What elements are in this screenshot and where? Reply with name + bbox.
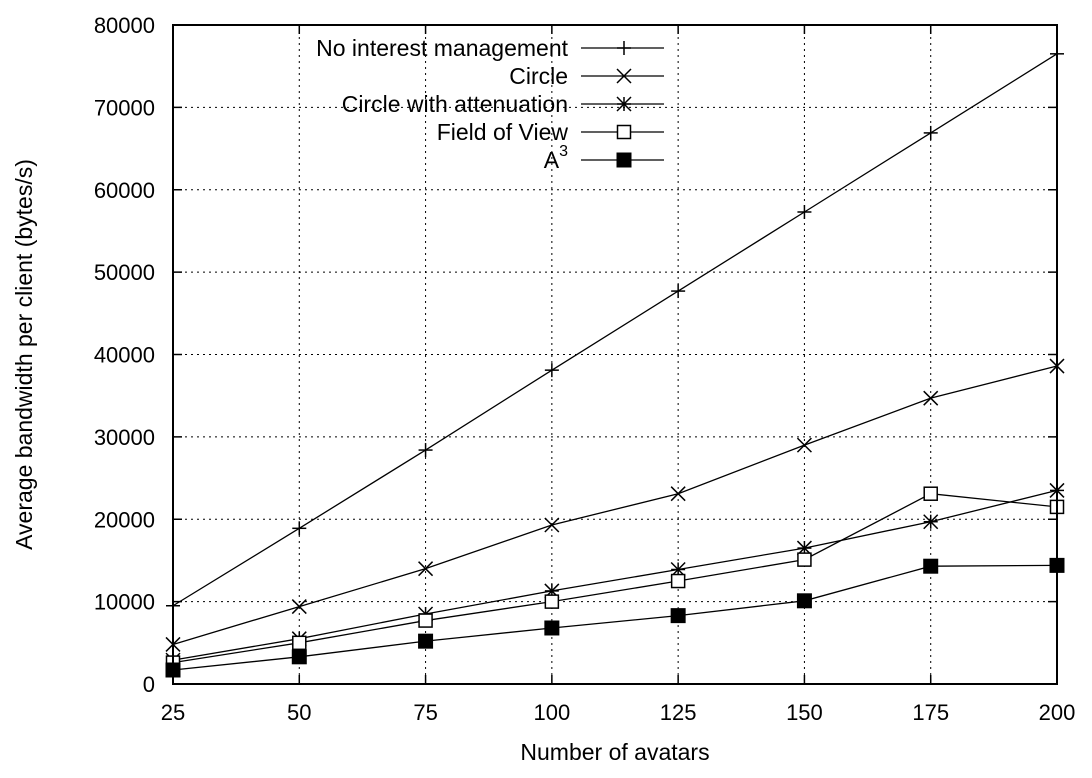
y-tick-label: 60000 (94, 178, 155, 203)
plus-marker (671, 284, 686, 299)
open-square-marker (616, 124, 632, 140)
cross-marker (291, 599, 307, 615)
open-square-marker (292, 635, 307, 651)
legend-entry: No interest management (316, 35, 664, 61)
filled-square-marker (291, 649, 307, 665)
x-tick-label: 50 (287, 700, 311, 725)
y-tick-label: 10000 (94, 590, 155, 615)
cross-marker (923, 390, 939, 406)
filled-square-marker (616, 152, 632, 168)
legend-label-text: No interest management (316, 35, 568, 61)
series-layer (165, 46, 1065, 678)
legend-entry: Field of View (437, 119, 664, 145)
x-tick-label: 175 (912, 700, 949, 725)
series-line (172, 564, 1058, 671)
plus-marker (544, 363, 559, 378)
y-axis-title: Average bandwidth per client (bytes/s) (11, 159, 37, 550)
cross-marker (796, 437, 812, 453)
cross-marker (616, 68, 632, 84)
cross-marker (544, 517, 560, 533)
legend-label-text: Circle (509, 63, 568, 89)
cross-marker (418, 561, 434, 577)
y-tick-label: 30000 (94, 425, 155, 450)
plus-marker (797, 204, 812, 219)
legend-entry: Circle with attenuation (342, 91, 664, 117)
open-square-marker (923, 486, 938, 501)
open-square-marker (544, 594, 560, 609)
legend-entry: Circle (509, 63, 664, 89)
filled-square-marker (418, 633, 434, 649)
legend-label-text: Circle with attenuation (342, 91, 568, 117)
y-tick-label: 50000 (94, 260, 155, 285)
series-1 (165, 358, 1065, 652)
series-line (172, 365, 1058, 646)
x-tick-label: 100 (533, 700, 570, 725)
legend-label: Field of View (437, 119, 569, 145)
x-tick-label: 25 (161, 700, 185, 725)
x-tick-label: 75 (413, 700, 437, 725)
legend-entry: A3 (544, 143, 664, 173)
cross-marker (670, 486, 686, 502)
open-square-marker (418, 613, 433, 628)
filled-square-marker (670, 608, 686, 624)
open-square-marker (670, 573, 686, 589)
series-line (172, 53, 1058, 607)
grid-lines (173, 25, 1057, 684)
plus-marker (292, 521, 307, 536)
legend-label: Circle with attenuation (342, 91, 568, 117)
plot-frame (172, 24, 1058, 685)
open-square-marker (797, 552, 812, 567)
legend-label: Circle (509, 63, 568, 89)
axis-ticks: 25 50 75 100 125 150 175 200 0 10000 20000 30000 400… (94, 13, 1076, 725)
star-marker (923, 514, 939, 530)
filled-square-marker (796, 593, 812, 609)
y-tick-label: 40000 (94, 343, 155, 368)
series-line (172, 493, 1058, 664)
y-tick-label: 20000 (94, 507, 155, 532)
filled-square-marker (923, 558, 939, 574)
legend-label: A3 (544, 143, 568, 173)
filled-square-marker (544, 620, 560, 636)
legend-label: No interest management (316, 35, 568, 61)
y-tick-label: 70000 (94, 95, 155, 120)
x-tick-label: 125 (660, 700, 697, 725)
plus-marker (418, 443, 433, 458)
legend-label-text: A (544, 147, 560, 173)
plus-marker (617, 41, 631, 55)
legend-label-text: Field of View (437, 119, 569, 145)
series-4 (165, 557, 1065, 678)
x-axis-title: Number of avatars (520, 739, 709, 765)
x-tick-label: 150 (786, 700, 823, 725)
plus-marker (923, 125, 938, 140)
series-3 (165, 486, 1065, 670)
legend-label-superscript: 3 (559, 143, 568, 160)
x-tick-label: 200 (1039, 700, 1076, 725)
y-tick-label: 80000 (94, 13, 155, 38)
series-line (172, 489, 1058, 661)
y-tick-label: 0 (143, 672, 155, 697)
star-marker (616, 96, 632, 112)
